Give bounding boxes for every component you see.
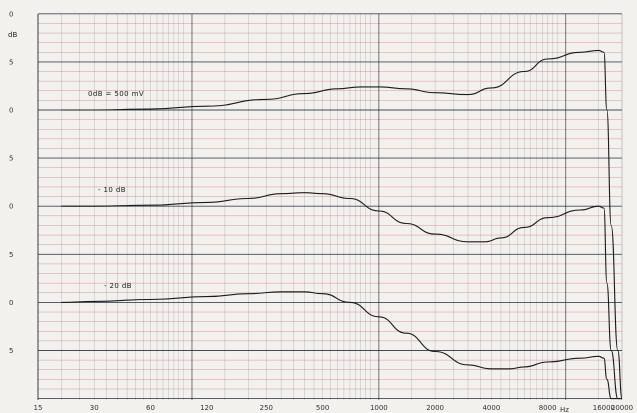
curves xyxy=(61,49,623,400)
y-tick-label: 5 xyxy=(9,155,13,163)
y-tick-label: 5 xyxy=(9,251,13,259)
x-tick-label: 2000 xyxy=(426,404,444,412)
x-tick-label: 8000 xyxy=(539,404,557,412)
x-tick-label: 15 xyxy=(34,404,43,412)
y-tick-label: 5 xyxy=(9,58,13,66)
x-tick-label: 60 xyxy=(146,404,155,412)
major-gridlines xyxy=(37,13,622,400)
x-tick-label: 30 xyxy=(90,404,99,412)
x-tick-label: 4000 xyxy=(482,404,500,412)
annotation-0db: 0dB = 500 mV xyxy=(88,90,144,98)
x-tick-label: 1000 xyxy=(370,404,388,412)
labels: dB 0dB = 500 mV - 10 dB - 20 dB Hz xyxy=(8,31,569,413)
x-tick-label: 20000 xyxy=(611,404,633,412)
x-tick-label: 250 xyxy=(260,404,273,412)
series-line-0 xyxy=(61,49,623,400)
minor-gridlines xyxy=(37,14,623,400)
y-tick-label: 0 xyxy=(9,10,13,18)
y-tick-label: 0 xyxy=(9,203,13,211)
series-line-1 xyxy=(61,192,622,400)
y-tick-labels: 0 5 0 5 0 5 0 5 xyxy=(9,10,13,355)
y-tick-label: 0 xyxy=(9,107,13,115)
y-tick-label: 5 xyxy=(9,347,13,355)
annotation-minus-20db: - 20 dB xyxy=(104,282,132,290)
x-axis-unit: Hz xyxy=(560,406,569,413)
x-tick-labels: 15 30 60 120 250 500 1000 2000 4000 8000 160002000… xyxy=(34,404,634,412)
x-tick-label: 16000 xyxy=(593,404,615,412)
x-tick-label: 120 xyxy=(200,404,213,412)
series-line-2 xyxy=(61,291,622,400)
y-tick-label: 0 xyxy=(9,299,13,307)
y-axis-label: dB xyxy=(8,31,17,39)
x-tick-label: 500 xyxy=(316,404,329,412)
annotation-minus-10db: - 10 dB xyxy=(98,186,126,194)
